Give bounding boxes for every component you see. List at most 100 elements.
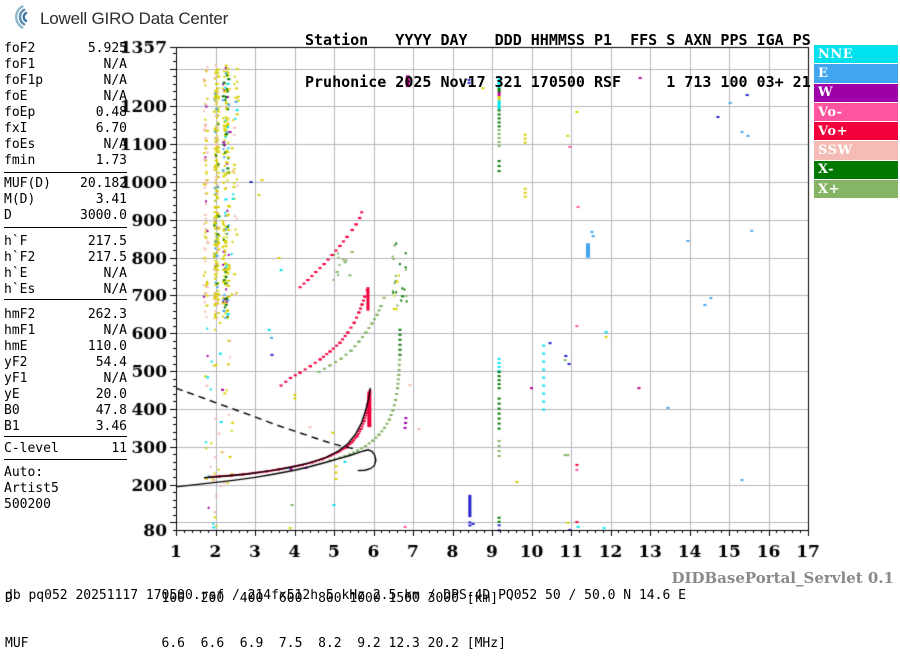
param-label: MUF(D)	[4, 176, 51, 191]
param-label: M(D)	[4, 192, 36, 207]
param-row: h`Es N/A	[4, 282, 127, 298]
param-label: h`F2	[4, 250, 36, 265]
legend-item-voplus: Vo+	[814, 122, 898, 141]
param-row: hmF1 N/A	[4, 323, 127, 339]
legend-item-ssw: SSW	[814, 141, 898, 160]
station-header-line2: Pruhonice 2025 Nov17 321 170500 RSF 1 71…	[305, 73, 811, 91]
servlet-version-label: DIDBasePortal_Servlet 0.1	[671, 569, 894, 587]
param-value: 3.41	[95, 192, 127, 207]
param-divider	[4, 227, 127, 228]
station-header: Station YYYY DAY DDD HHMMSS P1 FFS S AXN…	[305, 5, 811, 103]
param-value: N/A	[103, 266, 127, 281]
param-group-0: foF2 5.925 foF1 N/A foF1p N/A foE N/A foEp 0.48 fx…	[4, 41, 127, 169]
muf-scale-table: D 100 200 400 600 800 1000 1500 3000 [km…	[5, 561, 506, 666]
param-value: 6.70	[95, 121, 127, 136]
giro-wave-icon	[6, 4, 34, 34]
param-label: Auto:	[4, 465, 44, 480]
param-value: 20.182	[80, 176, 127, 191]
station-header-line1: Station YYYY DAY DDD HHMMSS P1 FFS S AXN…	[305, 31, 811, 49]
param-value: N/A	[103, 57, 127, 72]
legend-item-e: E	[814, 64, 898, 83]
param-label: h`E	[4, 266, 28, 281]
param-label: C-level	[4, 441, 59, 456]
param-row: h`E N/A	[4, 266, 127, 282]
echo-legend: NNE E W Vo- Vo+ SSW X- X+	[814, 45, 898, 199]
param-group-2: h`F 217.5 h`F2 217.5 h`E N/A h`Es N/A	[4, 234, 127, 298]
legend-item-xplus: X+	[814, 180, 898, 199]
param-row: B0 47.8	[4, 403, 127, 419]
param-value: N/A	[103, 137, 127, 152]
param-value: N/A	[103, 89, 127, 104]
param-label: yF1	[4, 371, 28, 386]
param-value: 217.5	[87, 234, 127, 249]
param-value: N/A	[103, 282, 127, 297]
param-divider	[4, 436, 127, 437]
param-row: hmE 110.0	[4, 339, 127, 355]
param-label: foF1	[4, 57, 36, 72]
param-row: M(D) 3.41	[4, 192, 127, 208]
param-row: foF2 5.925	[4, 41, 127, 57]
param-label: hmF2	[4, 307, 36, 322]
param-group-5: Auto: Artist5 500200	[4, 465, 127, 513]
param-row: foEs N/A	[4, 137, 127, 153]
param-row: C-level 11	[4, 441, 127, 457]
param-label: h`Es	[4, 282, 36, 297]
param-row: Artist5	[4, 481, 127, 497]
param-row: fxI 6.70	[4, 121, 127, 137]
ionogram-plot	[0, 0, 900, 600]
param-label: foEp	[4, 105, 36, 120]
measurement-info-line: db pq052 20251117 170500.rsf / 214fx512h…	[5, 588, 686, 603]
param-value: 5.925	[87, 41, 127, 56]
param-label: B1	[4, 419, 20, 434]
param-value: N/A	[103, 73, 127, 88]
param-value: 110.0	[87, 339, 127, 354]
param-label: foE	[4, 89, 28, 104]
param-label: Artist5	[4, 481, 59, 496]
legend-item-xminus: X-	[814, 160, 898, 180]
param-label: fmin	[4, 153, 36, 168]
param-label: foF2	[4, 41, 36, 56]
muf-scale-row: MUF 6.6 6.6 6.9 7.5 8.2 9.2 12.3 20.2 [M…	[5, 636, 506, 651]
param-value: 3000.0	[80, 208, 127, 223]
param-row: foE N/A	[4, 89, 127, 105]
logo-text: Lowell GIRO Data Center	[40, 9, 229, 28]
param-group-3: hmF2 262.3 hmF1 N/A hmE 110.0 yF2 54.4 yF1 N/A yE 2…	[4, 307, 127, 435]
param-row: h`F 217.5	[4, 234, 127, 250]
param-label: foF1p	[4, 73, 44, 88]
param-group-1: MUF(D) 20.182 M(D) 3.41 D 3000.0	[4, 176, 127, 224]
param-value: 217.5	[87, 250, 127, 265]
param-group-4: C-level 11	[4, 441, 127, 457]
param-label: fxI	[4, 121, 28, 136]
param-row: yE 20.0	[4, 387, 127, 403]
param-divider	[4, 172, 127, 173]
param-row: h`F2 217.5	[4, 250, 127, 266]
param-row: MUF(D) 20.182	[4, 176, 127, 192]
param-row: hmF2 262.3	[4, 307, 127, 323]
param-row: B1 3.46	[4, 419, 127, 435]
param-value: 3.46	[95, 419, 127, 434]
param-value: 1.73	[95, 153, 127, 168]
param-divider	[4, 299, 127, 300]
param-row: foF1p N/A	[4, 73, 127, 89]
param-row: foF1 N/A	[4, 57, 127, 73]
param-value: 11	[111, 441, 127, 456]
param-row: foEp 0.48	[4, 105, 127, 121]
param-row: 500200	[4, 497, 127, 513]
param-label: yF2	[4, 355, 28, 370]
param-value: N/A	[103, 371, 127, 386]
param-label: hmE	[4, 339, 28, 354]
param-value: 0.48	[95, 105, 127, 120]
param-row: D 3000.0	[4, 208, 127, 224]
param-row: fmin 1.73	[4, 153, 127, 169]
legend-item-w: W	[814, 83, 898, 102]
param-row: Auto:	[4, 465, 127, 481]
lowell-giro-logo: Lowell GIRO Data Center	[6, 4, 228, 34]
param-value: 20.0	[95, 387, 127, 402]
param-value: 47.8	[95, 403, 127, 418]
param-row: yF2 54.4	[4, 355, 127, 371]
param-value: 262.3	[87, 307, 127, 322]
param-label: B0	[4, 403, 20, 418]
param-row: yF1 N/A	[4, 371, 127, 387]
legend-item-nne: NNE	[814, 45, 898, 64]
param-label: foEs	[4, 137, 36, 152]
